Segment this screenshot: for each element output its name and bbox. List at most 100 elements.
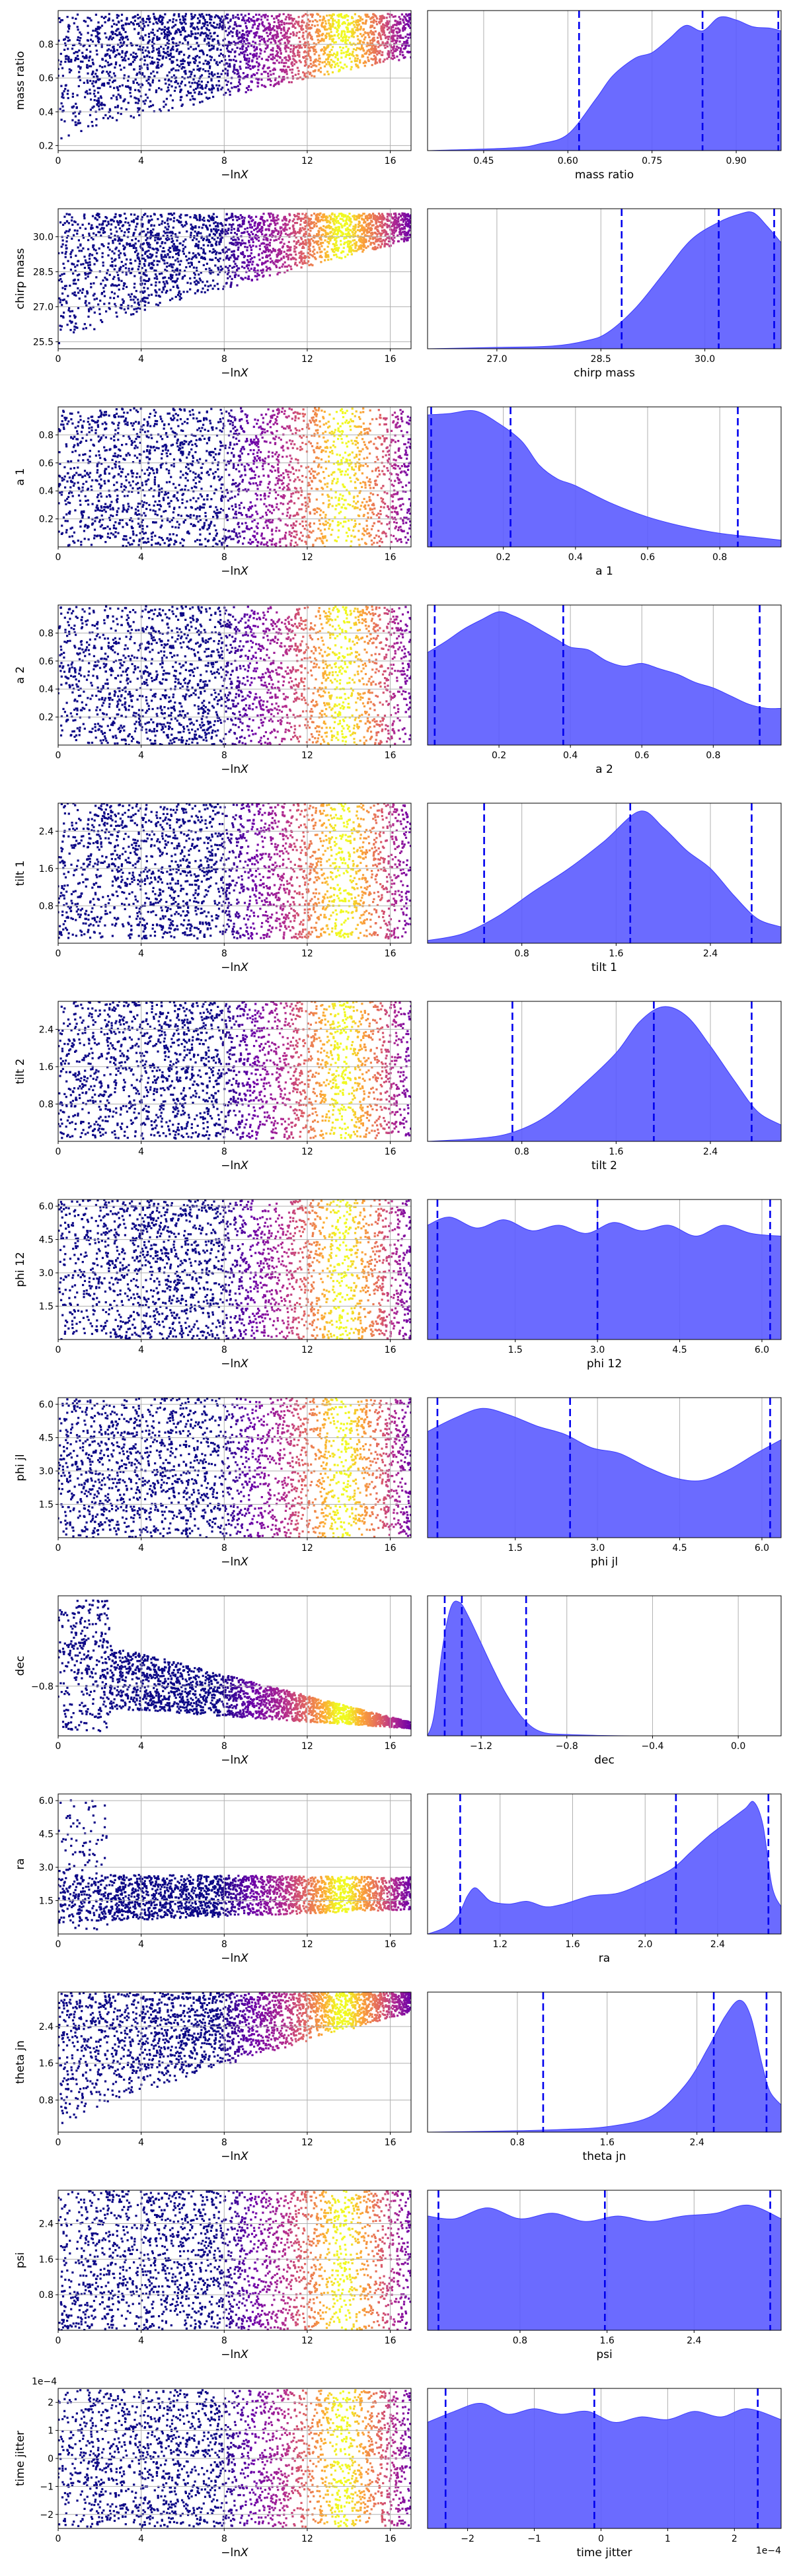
scatter-point — [291, 19, 294, 22]
scatter-point — [229, 93, 231, 96]
scatter-point — [255, 52, 258, 55]
scatter-point — [77, 306, 80, 310]
scatter-point — [116, 104, 120, 107]
scatter-point — [365, 223, 368, 226]
scatter-point — [332, 60, 334, 63]
scatter-point — [354, 223, 357, 226]
scatter-point — [293, 234, 296, 237]
scatter-point — [304, 255, 307, 258]
scatter-point — [151, 38, 154, 41]
scatter-point — [287, 55, 290, 58]
scatter-point — [117, 223, 120, 226]
scatter-point — [386, 45, 389, 48]
scatter-point — [127, 79, 130, 82]
scatter-point — [215, 244, 217, 246]
scatter-point — [142, 46, 145, 49]
scatter-point — [367, 44, 371, 47]
scatter-point — [278, 46, 280, 48]
scatter-point — [318, 54, 321, 57]
scatter-point — [210, 35, 213, 38]
scatter-point — [141, 243, 144, 246]
scatter-point — [250, 248, 253, 252]
scatter-point — [276, 26, 278, 28]
scatter-point — [361, 241, 364, 244]
scatter-point — [202, 244, 205, 246]
scatter-point — [202, 287, 204, 290]
scatter-point — [239, 214, 242, 217]
scatter-point — [117, 89, 120, 92]
scatter-point — [238, 267, 241, 269]
scatter-point — [321, 18, 324, 21]
scatter-point — [227, 81, 229, 83]
scatter-point — [120, 44, 123, 47]
scatter-point — [130, 262, 133, 265]
scatter-point — [289, 69, 291, 71]
scatter-point — [77, 57, 79, 60]
scatter-point — [169, 19, 171, 22]
scatter-point — [336, 62, 339, 65]
scatter-point — [297, 50, 299, 52]
scatter-point — [114, 79, 116, 82]
scatter-point — [123, 57, 126, 59]
scatter-point — [167, 213, 170, 215]
scatter-point — [190, 73, 192, 76]
scatter-point — [256, 85, 259, 88]
scatter-point — [313, 221, 315, 224]
scatter-point — [360, 47, 363, 50]
scatter-point — [379, 35, 382, 38]
scatter-point — [207, 70, 209, 73]
scatter-point — [363, 232, 365, 234]
scatter-point — [196, 269, 198, 272]
scatter-point — [225, 218, 228, 221]
scatter-point — [361, 250, 364, 253]
scatter-point — [365, 238, 367, 241]
scatter-point — [353, 250, 356, 252]
scatter-point — [342, 30, 345, 32]
scatter-point — [300, 26, 303, 28]
scatter-point — [180, 221, 182, 223]
scatter-point — [133, 68, 135, 71]
scatter-point — [64, 231, 67, 234]
scatter-point — [100, 319, 102, 322]
scatter-point — [120, 13, 124, 16]
scatter-point — [282, 13, 285, 15]
scatter-point — [403, 212, 406, 215]
scatter-point — [322, 214, 324, 217]
scatter-point — [398, 233, 401, 236]
scatter-point — [67, 60, 70, 63]
scatter-point — [235, 25, 238, 28]
scatter-point — [335, 240, 338, 242]
scatter-point — [238, 53, 241, 55]
scatter-point — [409, 22, 411, 24]
scatter-point — [338, 14, 341, 17]
scatter-point — [226, 45, 229, 48]
scatter-point — [299, 61, 302, 63]
scatter-point — [64, 42, 67, 45]
scatter-point — [324, 259, 326, 262]
scatter-point — [283, 22, 285, 24]
scatter-point — [96, 31, 99, 34]
scatter-point — [67, 36, 69, 39]
scatter-point — [146, 242, 149, 244]
scatter-point — [85, 277, 87, 280]
scatter-point — [393, 220, 396, 223]
scatter-point — [113, 252, 116, 255]
scatter-point — [300, 252, 303, 255]
scatter-point — [315, 51, 318, 54]
scatter-point — [325, 219, 328, 222]
scatter-point — [206, 34, 208, 36]
scatter-point — [122, 59, 124, 61]
scatter-point — [293, 248, 296, 250]
scatter-point — [207, 63, 209, 65]
scatter-point — [287, 46, 289, 49]
scatter-point — [303, 246, 305, 249]
scatter-point — [235, 233, 238, 236]
scatter-point — [382, 238, 385, 241]
scatter-point — [163, 230, 165, 233]
scatter-point — [152, 50, 155, 52]
scatter-point — [318, 63, 321, 66]
scatter-point — [205, 268, 208, 271]
scatter-point — [287, 221, 291, 223]
scatter-point — [406, 217, 408, 220]
scatter-point — [114, 75, 116, 77]
